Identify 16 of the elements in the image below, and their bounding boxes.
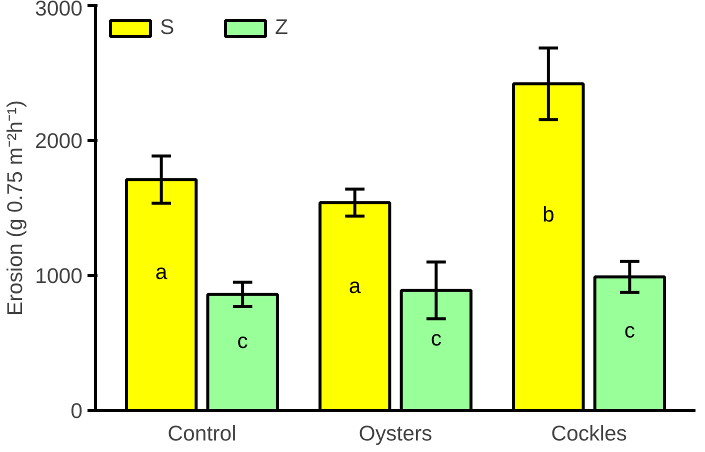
data-label: a <box>155 260 168 284</box>
y-tick-label: 1000 <box>35 264 83 288</box>
legend-label: S <box>160 15 176 40</box>
y-axis-title: Erosion (g 0.75 m⁻²h⁻¹) <box>3 100 28 316</box>
y-tick-label: 0 <box>70 399 83 423</box>
data-label: c <box>430 326 442 350</box>
x-tick-label: Oysters <box>358 422 432 446</box>
x-tick-label: Cockles <box>551 422 627 446</box>
data-label: a <box>348 274 361 298</box>
y-tick-label: 2000 <box>35 129 83 153</box>
data-label: b <box>542 202 554 226</box>
y-tick-label: 3000 <box>35 0 83 20</box>
data-label: c <box>624 318 636 342</box>
data-label: c <box>237 328 248 353</box>
legend-label: Z <box>275 15 290 40</box>
x-tick-label: Control <box>168 422 236 446</box>
